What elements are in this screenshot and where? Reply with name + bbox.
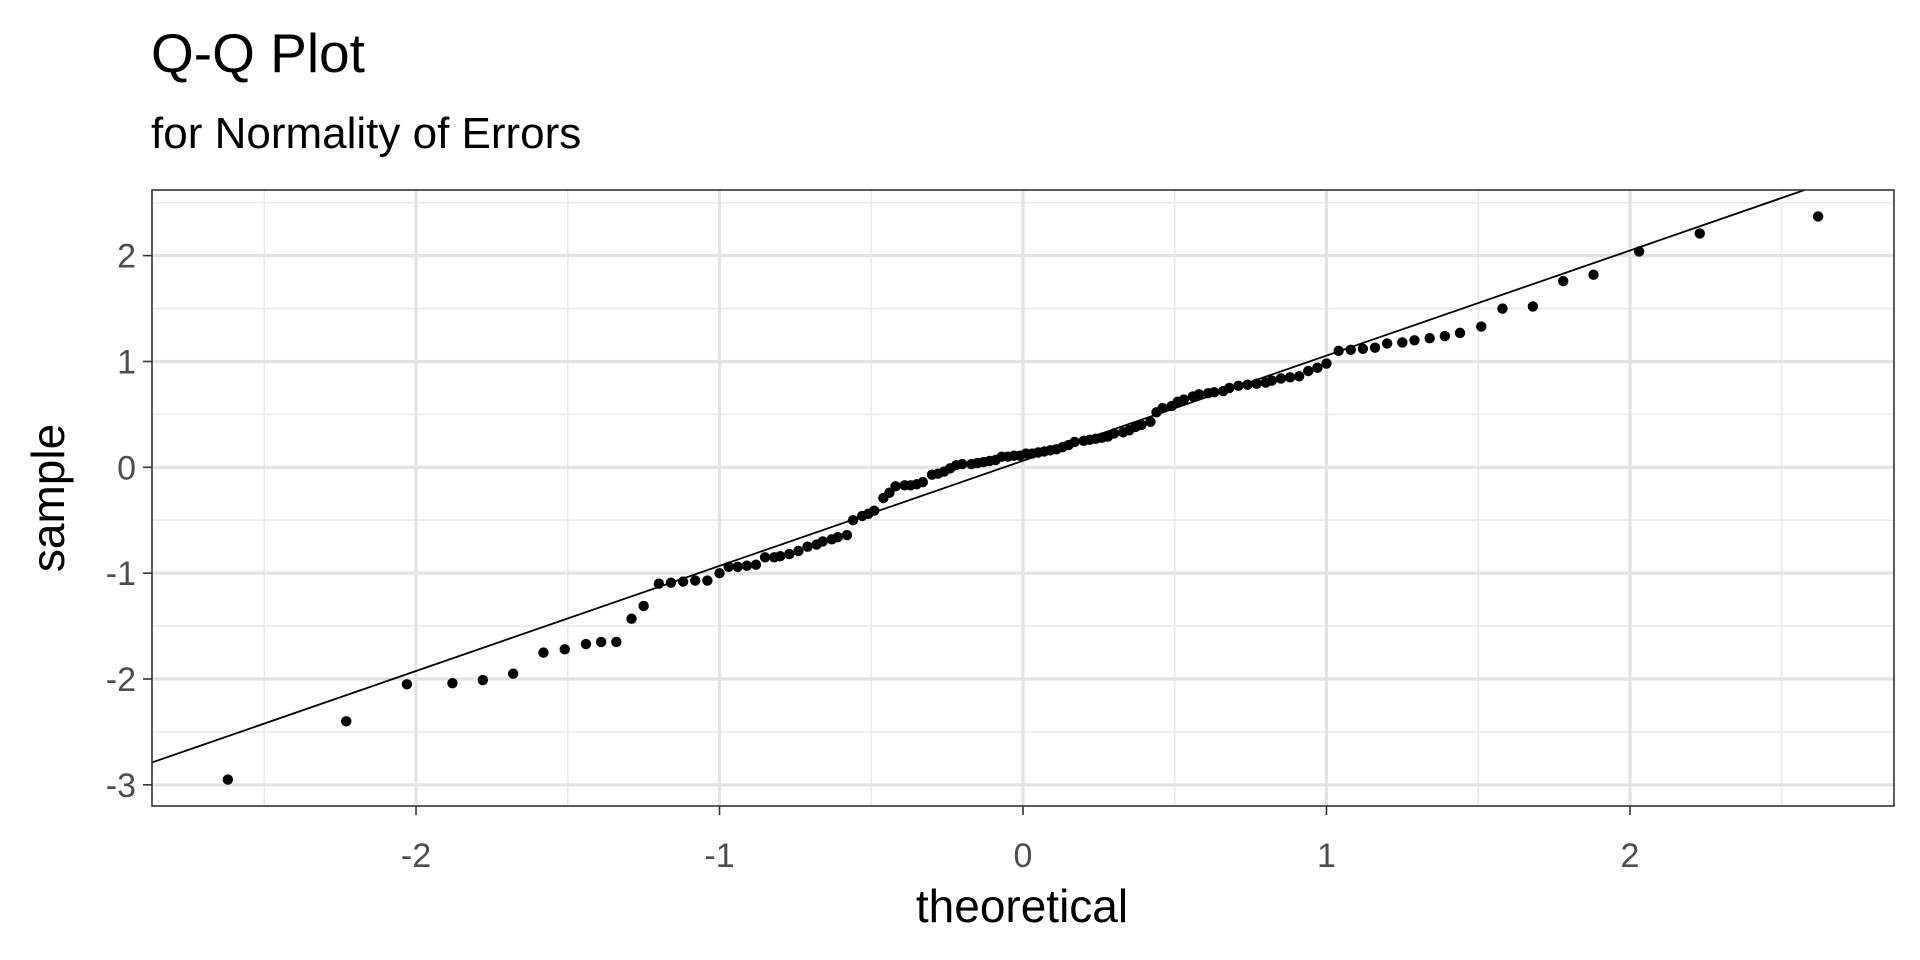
x-tick-label: -2 (401, 837, 431, 875)
y-tick-label: -1 (106, 555, 136, 593)
data-point (1193, 389, 1205, 400)
data-point (793, 545, 804, 557)
data-point (847, 515, 859, 526)
data-point (723, 561, 734, 572)
data-point (1588, 269, 1599, 280)
data-point (690, 575, 701, 586)
data-point (1303, 365, 1314, 377)
data-point (1633, 246, 1645, 257)
data-point (477, 674, 488, 686)
data-point (1157, 402, 1168, 414)
data-point (817, 536, 828, 547)
data-point (732, 561, 743, 572)
data-point (559, 644, 570, 655)
data-point (653, 578, 665, 589)
data-point (1694, 228, 1705, 239)
data-point (759, 552, 771, 563)
data-point (665, 577, 677, 588)
chart-subtitle: for Normality of Errors (151, 109, 581, 158)
data-point (538, 647, 549, 658)
qq-reference-line (152, 190, 1808, 764)
data-point (1558, 275, 1569, 287)
data-point (1312, 362, 1323, 374)
data-point (1145, 416, 1156, 427)
data-point (1275, 373, 1287, 384)
x-axis-title: theoretical (916, 880, 1128, 932)
data-point (1345, 344, 1356, 356)
data-point (1251, 378, 1262, 389)
data-point (784, 548, 795, 560)
data-point (1321, 358, 1332, 369)
data-point (401, 679, 413, 690)
data-point (341, 716, 352, 727)
data-point (702, 575, 713, 586)
data-point (638, 600, 649, 612)
data-point (841, 529, 853, 541)
data-point (1381, 338, 1393, 349)
data-point (595, 636, 607, 648)
chart-title: Q-Q Plot (151, 22, 365, 84)
data-points (222, 211, 1824, 785)
data-point (1284, 372, 1296, 383)
data-point (626, 613, 637, 624)
data-point (957, 458, 968, 470)
data-point (917, 476, 929, 488)
y-tick-label: -2 (106, 661, 136, 699)
y-tick-label: 1 (117, 343, 136, 381)
data-point (507, 668, 519, 679)
data-point (714, 567, 725, 579)
data-point (1409, 335, 1420, 346)
y-axis-title: sample (22, 424, 74, 572)
data-point (611, 636, 622, 648)
data-point (1136, 419, 1147, 431)
data-point (1527, 301, 1539, 312)
x-tick-label: -1 (704, 837, 734, 875)
data-point (1476, 321, 1487, 332)
data-point (222, 774, 234, 785)
data-point (775, 551, 786, 562)
data-point (1812, 211, 1824, 222)
data-point (832, 531, 844, 543)
x-axis-ticks: -2 -1 0 1 2 (401, 806, 1640, 875)
data-point (1293, 371, 1305, 382)
data-point (1069, 436, 1080, 448)
data-point (1178, 394, 1190, 405)
data-point (1454, 327, 1466, 339)
data-point (1497, 303, 1508, 314)
data-point (1242, 379, 1253, 390)
data-point (1397, 337, 1408, 348)
data-point (1439, 330, 1451, 342)
data-point (890, 481, 901, 492)
data-point (1108, 428, 1120, 439)
data-point (677, 576, 689, 587)
y-tick-label: -3 (106, 767, 136, 805)
data-point (1266, 375, 1278, 386)
data-point (580, 638, 592, 650)
data-point (1357, 343, 1369, 354)
data-point (750, 559, 762, 570)
data-point (1208, 386, 1220, 398)
data-point (1233, 380, 1244, 392)
x-tick-label: 1 (1317, 837, 1336, 875)
data-point (869, 505, 880, 516)
major-gridlines (152, 190, 1894, 806)
data-point (1424, 332, 1435, 344)
data-point (447, 678, 458, 689)
data-point (1333, 345, 1344, 357)
x-tick-label: 0 (1014, 837, 1033, 875)
data-point (802, 541, 813, 552)
y-axis-ticks: -3 -2 -1 0 1 2 (106, 238, 152, 805)
data-point (1369, 342, 1381, 353)
y-tick-label: 0 (117, 449, 136, 487)
data-point (741, 560, 753, 571)
reference-line-group (152, 190, 1808, 764)
y-tick-label: 2 (117, 238, 136, 276)
data-point (1224, 382, 1235, 394)
x-tick-label: 2 (1621, 837, 1640, 875)
